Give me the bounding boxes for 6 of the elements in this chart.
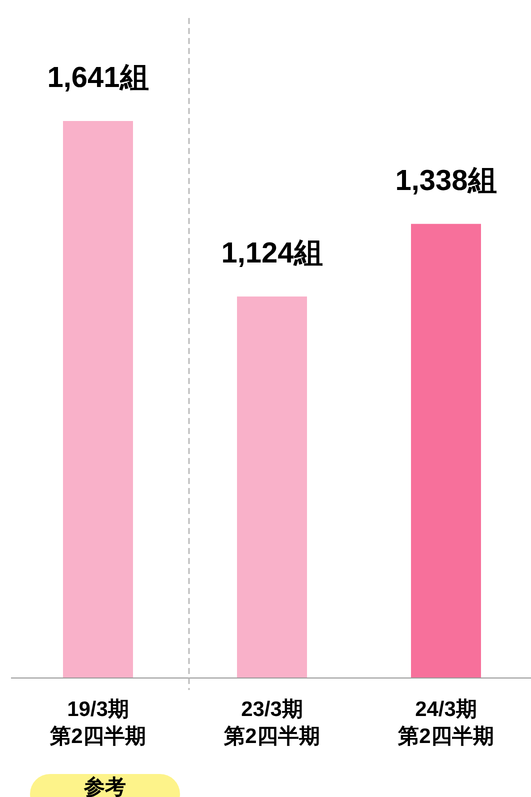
x-tick-label: 23/3期第2四半期	[223, 698, 320, 748]
data-label: 1,338組	[395, 164, 497, 197]
data-label: 1,124組	[221, 237, 323, 270]
data-label: 1,641組	[47, 62, 149, 94]
x-tick-label: 19/3期第2四半期	[49, 698, 146, 748]
x-tick-label: 24/3期第2四半期	[397, 698, 494, 748]
